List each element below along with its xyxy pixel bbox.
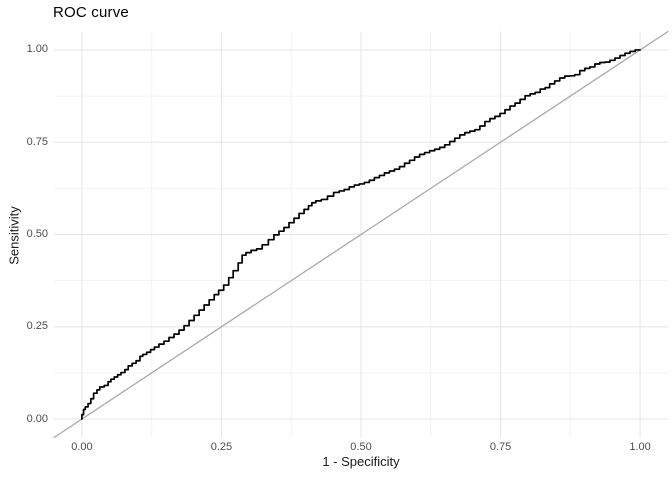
y-tick-label: 0.75 (26, 135, 48, 148)
y-tick-label: 0.25 (26, 320, 48, 333)
x-tick-label: 0.25 (210, 441, 233, 453)
y-tick-label: 1.00 (26, 43, 48, 56)
reference-diagonal (53, 30, 669, 439)
x-axis-title: 1 - Specificity (322, 454, 400, 469)
y-tick-label: 0.00 (26, 412, 48, 425)
x-tick-label: 0.00 (71, 441, 93, 453)
x-tick-label: 0.75 (489, 441, 512, 453)
roc-curve (81, 49, 641, 420)
x-tick-label: 0.50 (350, 441, 372, 453)
x-tick-label: 1.00 (629, 441, 651, 453)
y-tick-label: 0.50 (26, 228, 48, 240)
chart-title: ROC curve (53, 4, 129, 21)
